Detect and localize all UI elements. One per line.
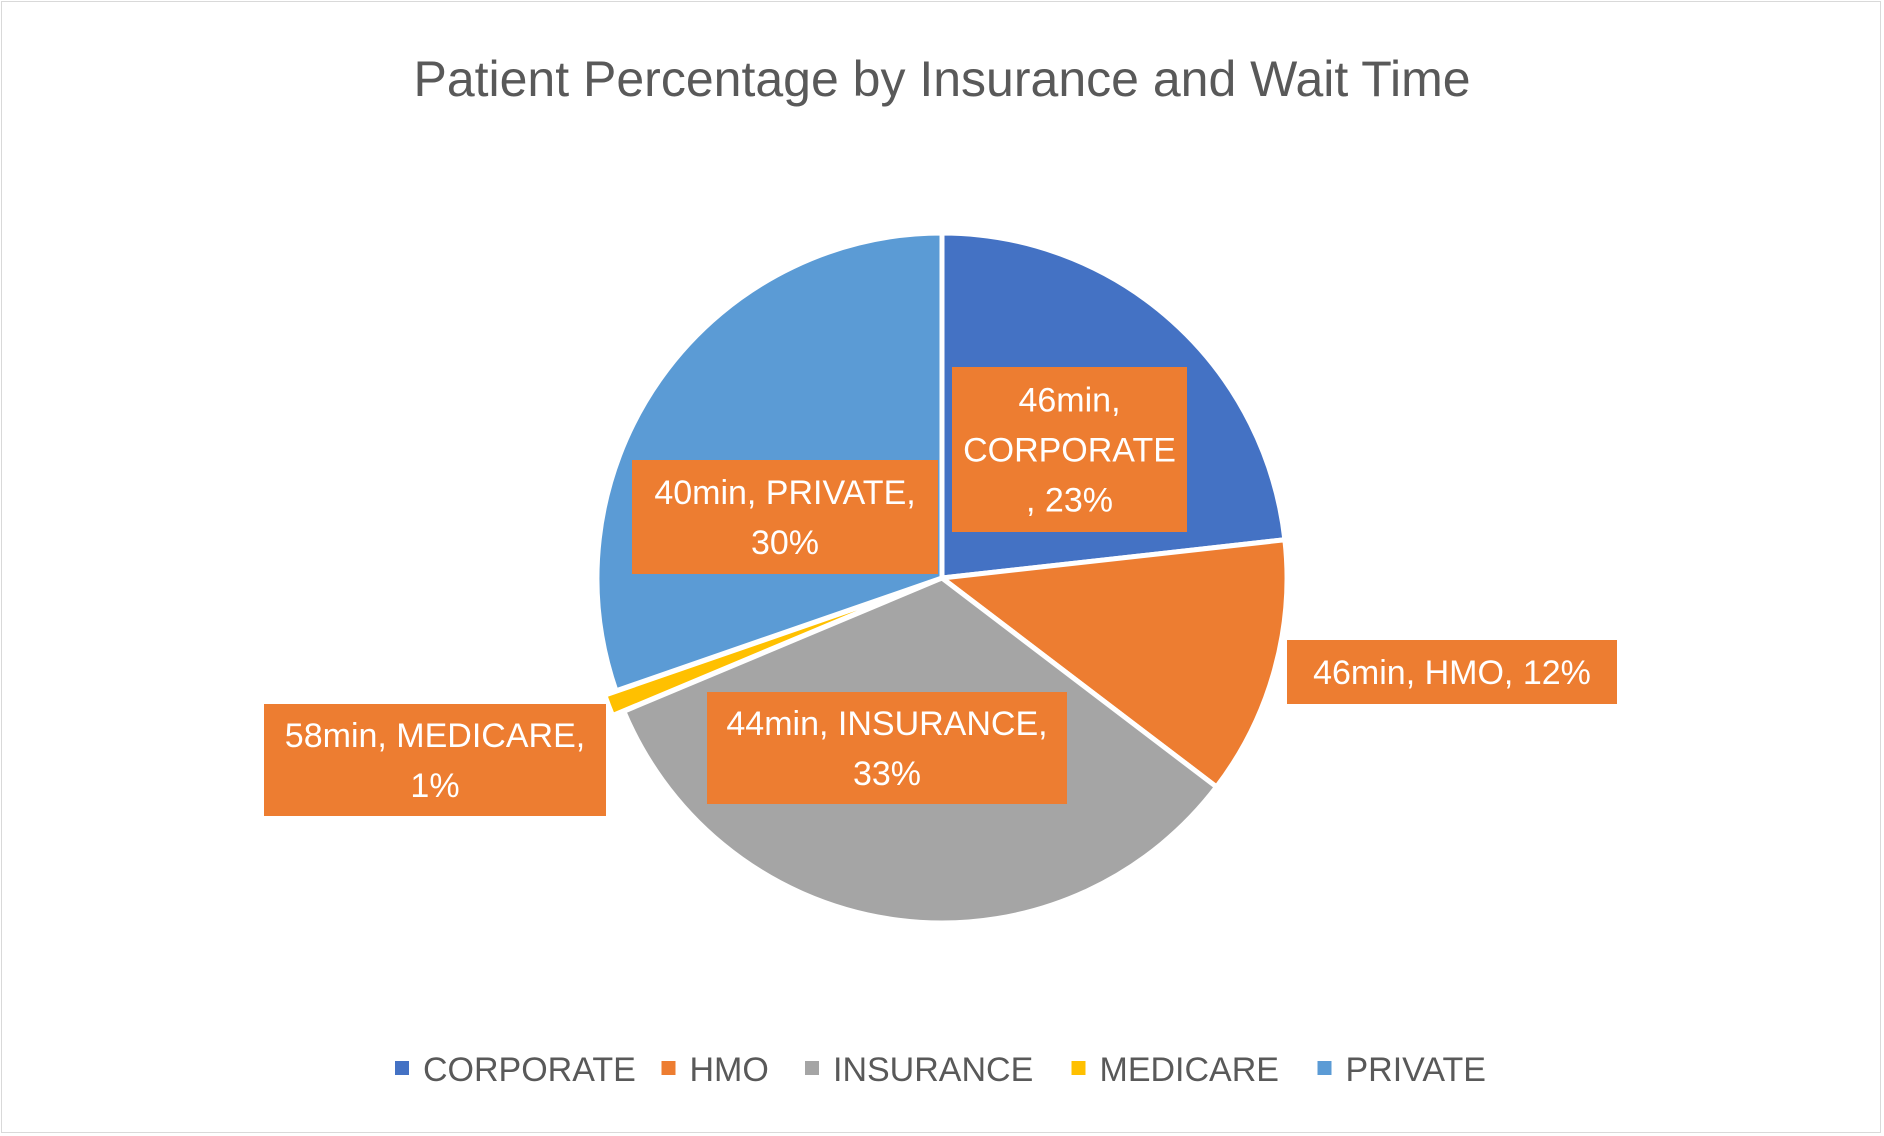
- chart-title: Patient Percentage by Insurance and Wait…: [413, 51, 1470, 107]
- data-label-hmo: 46min, HMO, 12%: [1287, 640, 1617, 704]
- legend-label: PRIVATE: [1346, 1051, 1486, 1089]
- data-label-text: CORPORATE: [963, 432, 1176, 470]
- data-label-text: 44min, INSURANCE,: [726, 705, 1047, 743]
- pie-slice-hmo: [939, 537, 1290, 790]
- legend-item-medicare: MEDICARE: [1071, 1051, 1279, 1089]
- data-label-box: [1287, 640, 1617, 704]
- legend-label: CORPORATE: [423, 1051, 636, 1089]
- data-label-box: [632, 460, 938, 574]
- pie-slice-medicare: [602, 579, 934, 719]
- data-label-text: 46min,: [1018, 382, 1120, 420]
- data-label-box: [952, 367, 1187, 532]
- legend-label: HMO: [690, 1051, 769, 1089]
- data-label-medicare: 58min, MEDICARE, 1%: [264, 704, 606, 816]
- legend-swatch: [1071, 1061, 1086, 1075]
- legend-item-hmo: HMO: [661, 1051, 769, 1089]
- legend-swatch: [1317, 1061, 1332, 1075]
- data-label-box: [707, 692, 1067, 804]
- data-label-text: 1%: [410, 767, 459, 805]
- legend-label: INSURANCE: [833, 1051, 1033, 1089]
- legend-label: MEDICARE: [1100, 1051, 1279, 1089]
- legend-item-corporate: CORPORATE: [395, 1051, 636, 1089]
- data-label-insurance: 44min, INSURANCE, 33%: [707, 692, 1067, 804]
- data-label-text: 40min, PRIVATE,: [654, 474, 915, 512]
- data-label-corporate: 46min, CORPORATE , 23%: [952, 367, 1187, 532]
- data-label-private: 40min, PRIVATE, 30%: [632, 460, 938, 574]
- legend-swatch: [661, 1061, 676, 1075]
- legend-item-private: PRIVATE: [1317, 1051, 1486, 1089]
- data-label-text: 33%: [853, 755, 921, 793]
- legend-swatch: [395, 1061, 409, 1075]
- legend-item-insurance: INSURANCE: [805, 1051, 1033, 1089]
- legend: CORPORATE HMO INSURANCE MEDICARE PRIVATE: [395, 1051, 1486, 1089]
- pie-slices: [594, 230, 1290, 926]
- data-label-text: 46min, HMO, 12%: [1313, 654, 1591, 692]
- legend-swatch: [805, 1061, 819, 1075]
- data-label-box: [264, 704, 606, 816]
- data-label-text: 30%: [751, 524, 819, 562]
- data-label-text: 58min, MEDICARE,: [285, 717, 585, 755]
- data-labels: 46min, CORPORATE , 23% 46min, HMO, 12% 44min…: [264, 367, 1617, 816]
- data-label-text: , 23%: [1026, 482, 1113, 520]
